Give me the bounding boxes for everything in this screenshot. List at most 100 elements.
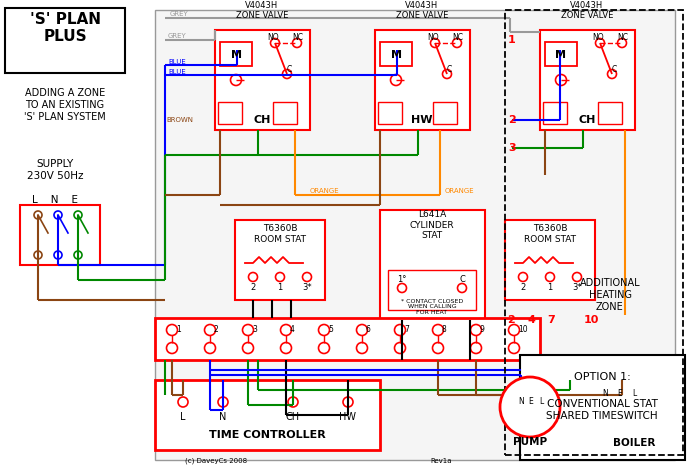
Circle shape (395, 324, 406, 336)
Circle shape (34, 211, 42, 219)
Bar (20, 205, 100, 265)
Text: T6360B
ROOM STAT: T6360B ROOM STAT (524, 224, 576, 244)
Circle shape (546, 272, 555, 281)
Text: Rev1a: Rev1a (430, 458, 451, 464)
Circle shape (509, 324, 520, 336)
Text: CH: CH (578, 115, 595, 125)
Circle shape (319, 343, 330, 353)
Bar (273, 102, 297, 124)
Text: CONVENTIONAL STAT
SHARED TIMESWITCH: CONVENTIONAL STAT SHARED TIMESWITCH (546, 399, 658, 421)
Bar (220, 42, 252, 66)
Text: 'S' PLAN
PLUS: 'S' PLAN PLUS (30, 12, 101, 44)
Circle shape (270, 38, 279, 47)
Text: 6: 6 (366, 326, 371, 335)
Bar (155, 318, 540, 360)
Circle shape (319, 324, 330, 336)
Text: TIME CONTROLLER: TIME CONTROLLER (208, 430, 326, 440)
Circle shape (218, 397, 228, 407)
Circle shape (293, 38, 302, 47)
Circle shape (166, 324, 177, 336)
Text: 3: 3 (252, 326, 257, 335)
Text: * CONTACT CLOSED
WHEN CALLING
FOR HEAT: * CONTACT CLOSED WHEN CALLING FOR HEAT (401, 299, 463, 315)
Circle shape (54, 251, 62, 259)
Text: V4043H
ZONE VALVE: V4043H ZONE VALVE (396, 0, 448, 20)
Circle shape (166, 343, 177, 353)
Text: 4: 4 (527, 315, 535, 325)
Bar (545, 42, 577, 66)
Bar (375, 30, 470, 130)
Text: M: M (230, 50, 241, 60)
Bar (5, 8, 125, 73)
Text: 4: 4 (290, 326, 295, 335)
Circle shape (204, 343, 215, 353)
Text: NO: NO (267, 34, 279, 43)
Circle shape (288, 397, 298, 407)
Text: 1: 1 (176, 326, 181, 335)
Circle shape (633, 401, 641, 409)
Text: 10: 10 (518, 326, 528, 335)
Text: 7: 7 (404, 326, 409, 335)
Text: HW: HW (339, 412, 357, 422)
Text: 2: 2 (508, 115, 516, 125)
Text: L: L (539, 397, 543, 407)
Circle shape (34, 251, 42, 259)
Bar (215, 30, 310, 130)
Bar (388, 270, 476, 310)
Circle shape (500, 377, 560, 437)
Text: L    N    E: L N E (32, 195, 78, 205)
Circle shape (391, 74, 402, 86)
Text: M: M (391, 50, 402, 60)
Circle shape (471, 343, 482, 353)
Text: (c) DaveyCs 2008: (c) DaveyCs 2008 (185, 458, 247, 464)
Text: CH: CH (286, 412, 300, 422)
Text: L641A
CYLINDER
STAT: L641A CYLINDER STAT (410, 210, 454, 240)
Circle shape (275, 272, 284, 281)
Text: V4043H
ZONE VALVE: V4043H ZONE VALVE (561, 0, 613, 20)
Circle shape (397, 284, 406, 292)
Circle shape (357, 343, 368, 353)
Circle shape (431, 38, 440, 47)
Bar (155, 10, 675, 460)
Circle shape (618, 38, 627, 47)
Text: GREY: GREY (170, 11, 189, 17)
Bar (543, 102, 567, 124)
Text: E: E (617, 388, 622, 397)
Text: 1: 1 (547, 283, 553, 292)
Text: 10: 10 (583, 315, 599, 325)
Circle shape (517, 387, 525, 395)
Text: L: L (632, 388, 636, 397)
Circle shape (518, 272, 527, 281)
Bar (505, 10, 683, 455)
Text: OPTION 1:: OPTION 1: (573, 372, 631, 382)
Text: 7: 7 (547, 315, 555, 325)
Text: 2: 2 (214, 326, 219, 335)
Circle shape (595, 38, 604, 47)
Circle shape (248, 272, 257, 281)
Circle shape (433, 324, 444, 336)
Text: 2: 2 (250, 283, 255, 292)
Bar (598, 102, 622, 124)
Circle shape (242, 343, 253, 353)
Circle shape (74, 211, 82, 219)
Text: N: N (602, 388, 608, 397)
Bar (433, 102, 457, 124)
Text: ORANGE: ORANGE (310, 188, 339, 194)
Text: C: C (286, 66, 292, 74)
Circle shape (395, 343, 406, 353)
Text: ORANGE: ORANGE (445, 188, 475, 194)
Text: GREY: GREY (168, 33, 187, 39)
Circle shape (281, 324, 291, 336)
Circle shape (242, 324, 253, 336)
Circle shape (603, 401, 611, 409)
Circle shape (509, 343, 520, 353)
Text: 8: 8 (442, 326, 446, 335)
Text: M: M (555, 50, 566, 60)
Circle shape (471, 324, 482, 336)
Bar (218, 102, 242, 124)
Circle shape (442, 70, 451, 79)
Text: CH: CH (253, 115, 270, 125)
Bar (597, 380, 672, 435)
Text: T6360B
ROOM STAT: T6360B ROOM STAT (254, 224, 306, 244)
Text: 2: 2 (520, 283, 526, 292)
Circle shape (573, 272, 582, 281)
